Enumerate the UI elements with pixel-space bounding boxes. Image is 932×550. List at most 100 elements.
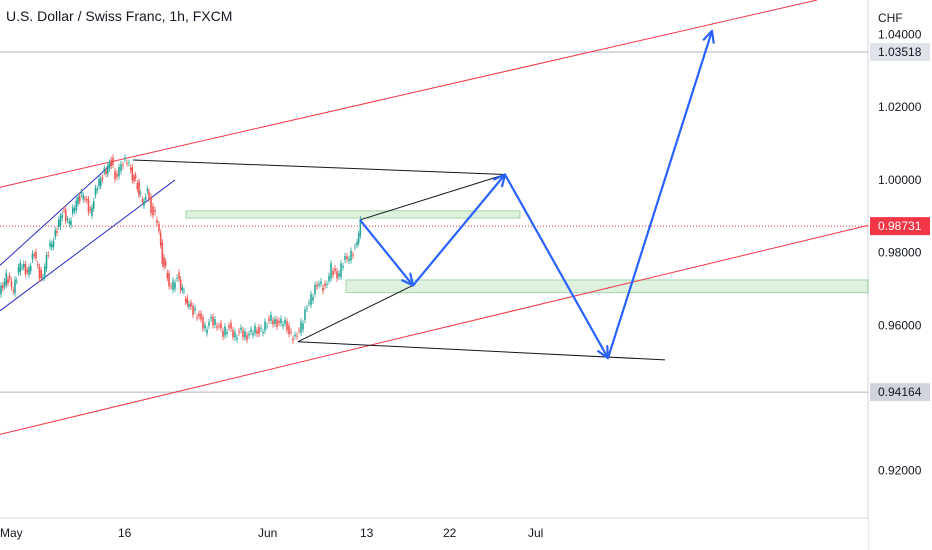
candle-body bbox=[320, 281, 322, 284]
candle-body bbox=[264, 321, 266, 331]
candle-body bbox=[230, 322, 232, 329]
candle-body bbox=[31, 253, 34, 260]
candle-body bbox=[314, 284, 316, 294]
candle-body bbox=[276, 319, 278, 327]
candle-body bbox=[190, 302, 192, 307]
candle-body bbox=[22, 263, 25, 268]
candle-body bbox=[244, 331, 246, 338]
candle-body bbox=[5, 272, 8, 285]
candle-body bbox=[346, 256, 348, 260]
candle-body bbox=[214, 319, 216, 325]
candle-body bbox=[356, 242, 358, 246]
candle-body bbox=[66, 219, 69, 220]
candle-body bbox=[236, 337, 238, 340]
candle-body bbox=[308, 302, 310, 304]
candle-body bbox=[99, 178, 102, 187]
candle-body bbox=[228, 325, 230, 328]
candle-body bbox=[80, 192, 83, 195]
price-axis-bg bbox=[869, 0, 932, 550]
candle-body bbox=[338, 273, 340, 277]
price-badge-label-1: 0.98731 bbox=[878, 219, 922, 233]
candle-body bbox=[326, 283, 328, 285]
candle-body bbox=[262, 331, 264, 334]
candle-body bbox=[282, 324, 284, 327]
candle-body bbox=[176, 277, 178, 279]
candle-body bbox=[268, 318, 270, 321]
candle-body bbox=[181, 287, 184, 291]
candle-body bbox=[156, 220, 158, 223]
y-tick-label: 1.04000 bbox=[878, 28, 922, 42]
candle-body bbox=[286, 321, 288, 331]
candle-body bbox=[322, 287, 324, 291]
candle-body bbox=[161, 242, 164, 264]
candle-body bbox=[116, 173, 118, 177]
price-badge-label-0: 1.03518 bbox=[878, 45, 922, 59]
candle-body bbox=[212, 316, 214, 326]
candle-body bbox=[258, 327, 260, 334]
candle-body bbox=[49, 242, 51, 247]
price-badge-2 bbox=[870, 383, 930, 402]
candle-body bbox=[266, 325, 268, 327]
candle-body bbox=[42, 277, 44, 279]
candle-body bbox=[163, 257, 165, 267]
candle-body bbox=[284, 319, 286, 324]
candle-body bbox=[124, 157, 126, 160]
candle-body bbox=[54, 230, 57, 237]
candle-body bbox=[350, 250, 352, 261]
candle-body bbox=[128, 162, 130, 164]
candle-body bbox=[64, 210, 67, 222]
candle-body bbox=[29, 265, 32, 272]
x-tick-label: Jun bbox=[258, 526, 277, 540]
candle-body bbox=[131, 166, 134, 181]
candle-body bbox=[19, 262, 22, 273]
candle-body bbox=[110, 160, 113, 167]
candle-body bbox=[103, 168, 106, 172]
candle-body bbox=[118, 166, 120, 177]
candle-body bbox=[234, 332, 236, 338]
candle-body bbox=[47, 254, 50, 256]
candles bbox=[0, 154, 362, 344]
candle-body bbox=[183, 290, 185, 292]
candle-body bbox=[252, 333, 254, 336]
candle-body bbox=[310, 294, 312, 305]
candle-body bbox=[260, 328, 262, 330]
candle-body bbox=[8, 275, 11, 279]
candle-body bbox=[330, 263, 332, 279]
candle-body bbox=[324, 283, 326, 287]
candle-body bbox=[170, 286, 172, 287]
candle-body bbox=[75, 200, 78, 211]
candle-body bbox=[85, 199, 88, 201]
x-tick-label: 16 bbox=[118, 526, 132, 540]
candle-body bbox=[280, 318, 282, 324]
candle-body bbox=[272, 320, 274, 325]
candle-body bbox=[300, 321, 302, 333]
candle-body bbox=[172, 280, 174, 290]
candle-body bbox=[36, 264, 39, 266]
candle-body bbox=[196, 316, 198, 318]
candle-body bbox=[166, 273, 169, 278]
candle-body bbox=[198, 313, 200, 317]
candle-body bbox=[238, 331, 240, 333]
candle-body bbox=[50, 244, 53, 248]
candle-body bbox=[77, 196, 79, 204]
candle-body bbox=[274, 318, 276, 324]
candle-body bbox=[188, 304, 190, 307]
projection-arrow-1 bbox=[492, 173, 507, 188]
candle-body bbox=[204, 324, 206, 329]
candle-body bbox=[348, 258, 350, 261]
y-tick-label: 0.92000 bbox=[878, 464, 922, 478]
candle-body bbox=[1, 285, 4, 289]
candle-body bbox=[192, 305, 194, 315]
candle-body bbox=[158, 224, 160, 231]
chart-title: U.S. Dollar / Swiss Franc, 1h, FXCM bbox=[6, 8, 233, 24]
candle-body bbox=[114, 170, 116, 180]
y-tick-label: 1.02000 bbox=[878, 100, 922, 114]
candle-body bbox=[0, 285, 2, 295]
candle-body bbox=[318, 283, 320, 286]
projection-arrow-0 bbox=[401, 272, 415, 287]
candle-body bbox=[56, 230, 58, 233]
candle-body bbox=[96, 189, 99, 191]
candle-body bbox=[26, 270, 29, 272]
